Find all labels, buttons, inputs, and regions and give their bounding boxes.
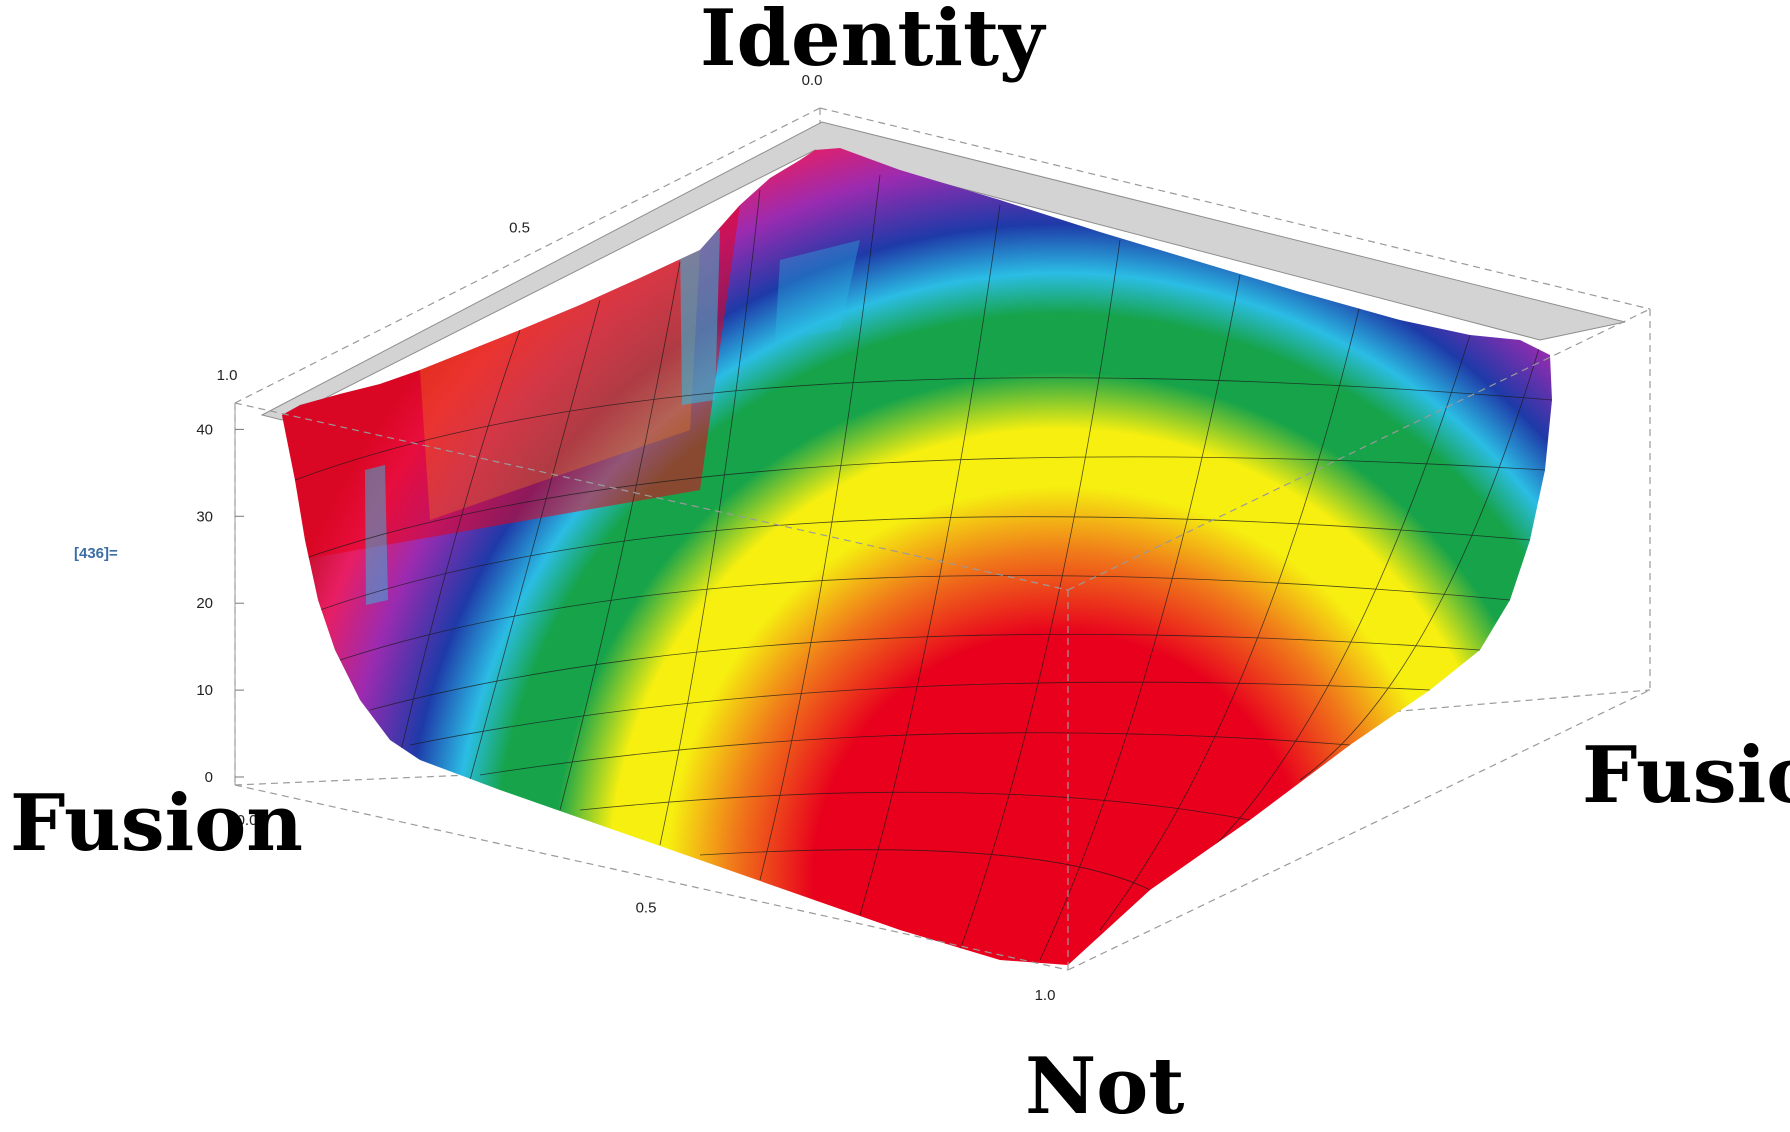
z-tick-label: 40 bbox=[196, 421, 213, 438]
z-tick-label: 10 bbox=[196, 682, 213, 699]
surface bbox=[282, 148, 1552, 965]
x-tick-label: 1.0 bbox=[1035, 987, 1056, 1004]
top-plane bbox=[260, 121, 1626, 421]
x-tick-label: 0.0 bbox=[237, 812, 258, 829]
y-tick-label: 0.5 bbox=[509, 220, 530, 237]
z-axis: 0 10 20 30 40 bbox=[196, 403, 244, 786]
y-tick-label: 1.0 bbox=[217, 367, 238, 384]
corner-label-left: Fusion bbox=[10, 778, 303, 869]
surface-mesh bbox=[294, 174, 1552, 961]
corner-label-right: Fusion bbox=[1582, 730, 1790, 821]
y-tick-label: 0.0 bbox=[802, 72, 823, 89]
y-axis: 0.0 0.5 1.0 bbox=[217, 72, 823, 384]
x-axis: 0.0 0.5 1.0 bbox=[237, 812, 1056, 1004]
z-tick-label: 30 bbox=[196, 508, 213, 525]
x-tick-label: 0.5 bbox=[636, 900, 657, 917]
corner-label-top: Identity bbox=[700, 0, 1045, 84]
cell-output-label: [436]= bbox=[74, 545, 118, 562]
z-tick-label: 0 bbox=[205, 769, 213, 786]
z-tick-label: 20 bbox=[196, 595, 213, 612]
corner-label-bottom: Not bbox=[1025, 1041, 1185, 1132]
